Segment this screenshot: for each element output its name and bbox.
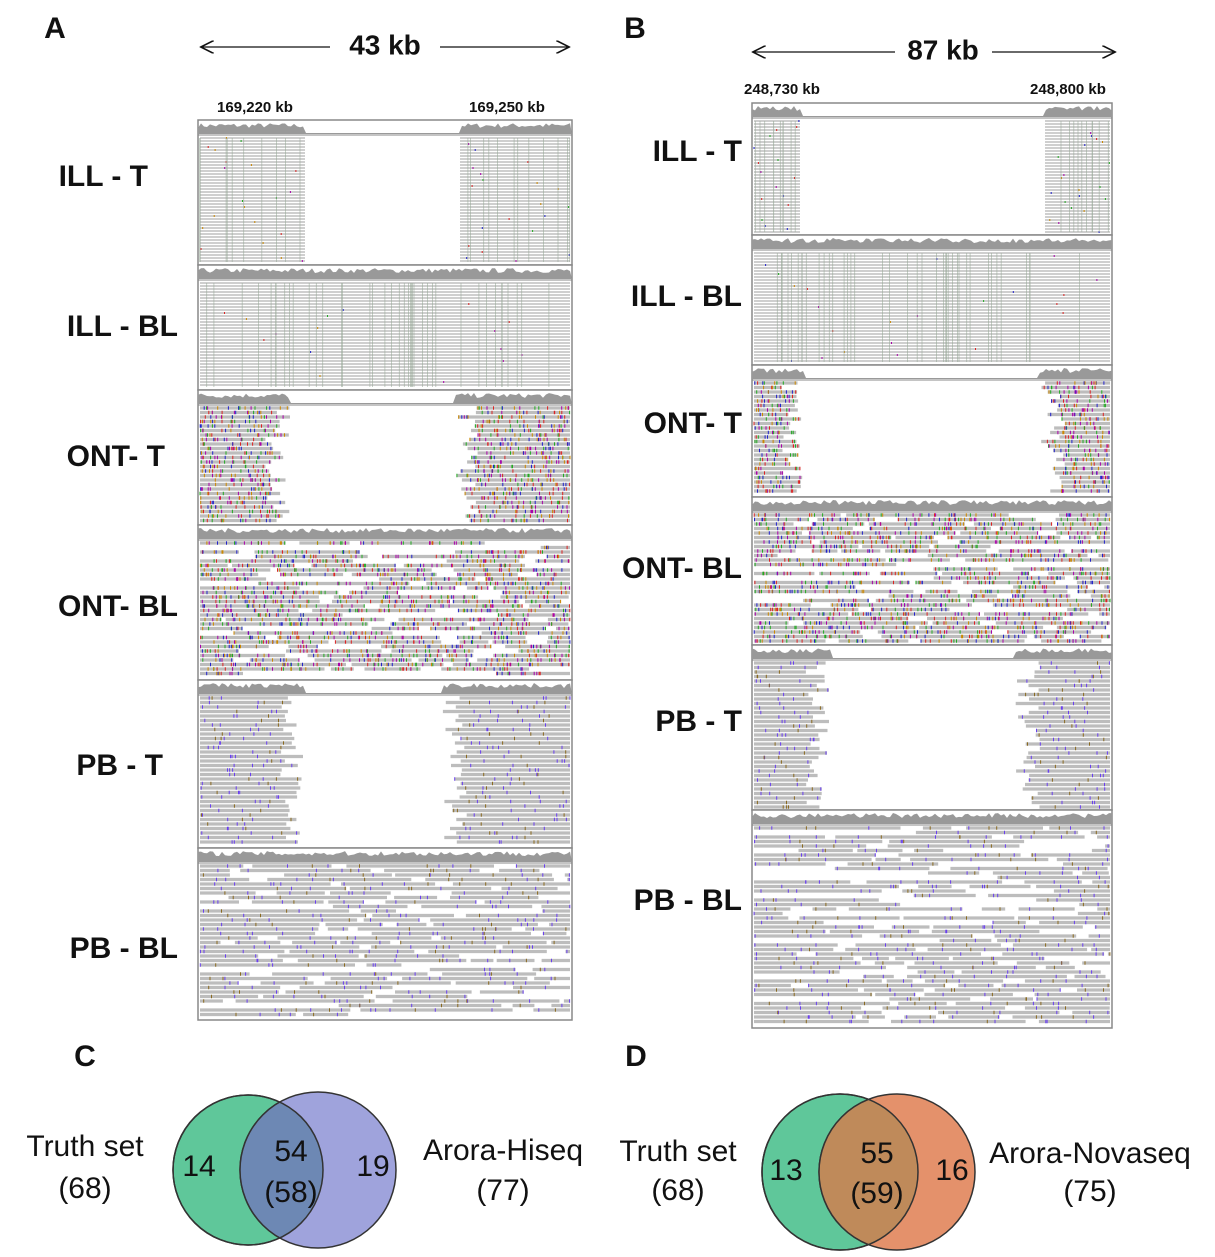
set-total: (77)	[476, 1174, 529, 1207]
track-labels: ILL - T ILL - BL ONT- T ONT- BL PB - T P…	[622, 135, 742, 917]
track-labels: ILL - T ILL - BL ONT- T ONT- BL PB - T P…	[58, 160, 178, 965]
venn-count: 13	[769, 1154, 802, 1187]
venn-count: (58)	[264, 1176, 317, 1209]
venn-count: 14	[182, 1150, 215, 1183]
figure: A 43 kb 169,220 kb 169,250 kb B 87 kb 24…	[0, 0, 1215, 1257]
span-label: 87 kb	[907, 34, 979, 65]
coverage	[752, 500, 1112, 511]
track-label: ONT- T	[67, 440, 165, 473]
track-label: PB - T	[76, 749, 163, 782]
set-label: Truth set	[619, 1135, 737, 1168]
set-label: Arora-Novaseq	[989, 1137, 1191, 1170]
venn-count: (59)	[850, 1177, 903, 1210]
set-label: Arora-Hiseq	[423, 1134, 583, 1167]
panel-letter: D	[625, 1040, 647, 1073]
track-label: PB - T	[655, 705, 742, 738]
panel-letter: C	[74, 1040, 96, 1073]
panel-letter: B	[624, 12, 646, 45]
coord-label: 248,800 kb	[1030, 81, 1106, 98]
track-label: ILL - T	[653, 135, 742, 168]
set-total: (75)	[1063, 1175, 1116, 1208]
span-label: 43 kb	[349, 29, 421, 60]
venn-count: 16	[935, 1154, 968, 1187]
track-label: ONT- BL	[622, 552, 742, 585]
coord-label: 169,220 kb	[217, 99, 293, 116]
track-label: ILL - BL	[67, 310, 178, 343]
coord-label: 248,730 kb	[744, 81, 820, 98]
set-label: Truth set	[26, 1130, 144, 1163]
venn-count: 54	[274, 1135, 307, 1168]
venn-count: 55	[860, 1137, 893, 1170]
venn-count: 19	[356, 1150, 389, 1183]
set-total: (68)	[651, 1174, 704, 1207]
set-total: (68)	[58, 1172, 111, 1205]
track-label: ILL - BL	[631, 280, 742, 313]
track-label: ILL - T	[59, 160, 148, 193]
track-label: ONT- BL	[58, 590, 178, 623]
panel-letter: A	[44, 12, 66, 45]
coord-label: 169,250 kb	[469, 99, 545, 116]
track-label: PB - BL	[70, 932, 178, 965]
track-label: ONT- T	[644, 407, 742, 440]
track-label: PB - BL	[634, 884, 742, 917]
